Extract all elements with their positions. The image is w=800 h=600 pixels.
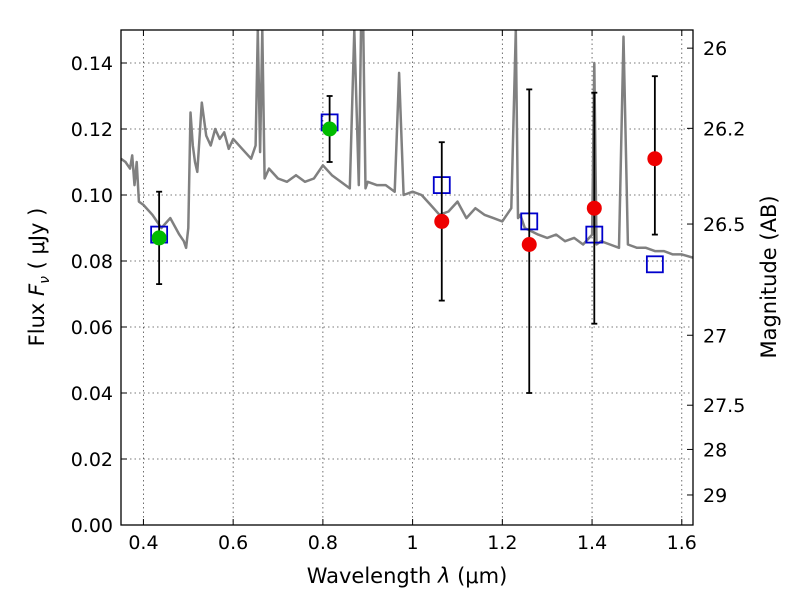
grid <box>121 30 693 526</box>
x-tick-label: 1.2 <box>487 532 517 554</box>
y-tick-label: 0.04 <box>71 383 113 405</box>
y2-tick-label: 27.5 <box>703 395 745 417</box>
y2-axis-title: Magnitude (AB) <box>757 195 781 358</box>
x-tick-label: 0.4 <box>128 532 158 554</box>
y2-tick-label: 29 <box>703 485 727 507</box>
y2-tick-label: 27 <box>703 325 727 347</box>
y-tick-label: 0.12 <box>71 119 113 141</box>
y-axis-title: Flux Fν ( μJy ) <box>25 208 53 347</box>
observed-flux-point <box>151 230 167 246</box>
observed-flux-point <box>521 237 537 252</box>
observed-flux-point <box>647 151 663 167</box>
y2-tick-label: 26 <box>703 38 727 60</box>
x-tick-label: 0.8 <box>308 532 338 554</box>
observed-flux-point <box>434 213 450 229</box>
y-tick-label: 0.00 <box>71 515 113 537</box>
y-tick-label: 0.10 <box>71 185 113 207</box>
plot-frame <box>120 29 694 526</box>
axis-ticks: 0.4 0.6 0.8 1 1.2 1.4 1.6 0.00 0.02 0.04 0.06 0.08 0… <box>71 30 745 554</box>
x-tick-label: 0.6 <box>218 532 248 554</box>
y-tick-label: 0.14 <box>71 53 113 75</box>
y-tick-label: 0.06 <box>71 317 113 339</box>
model-sed-line <box>121 30 693 259</box>
y2-tick-label: 26.2 <box>703 118 745 140</box>
plot-markers <box>150 75 664 394</box>
x-tick-label: 1.4 <box>577 532 607 554</box>
x-axis-title: Wavelength λ (μm) <box>307 564 508 588</box>
y-tick-label: 0.08 <box>71 251 113 273</box>
observed-flux-point <box>586 200 602 216</box>
observed-flux-point <box>322 121 338 137</box>
x-tick-label: 1.6 <box>667 532 697 554</box>
model-photometry-square <box>645 255 664 274</box>
plot-data <box>121 30 693 259</box>
x-tick-label: 1 <box>407 532 419 554</box>
y-tick-label: 0.02 <box>71 449 113 471</box>
y2-tick-label: 28 <box>703 439 727 461</box>
y2-tick-label: 26.5 <box>703 214 745 236</box>
